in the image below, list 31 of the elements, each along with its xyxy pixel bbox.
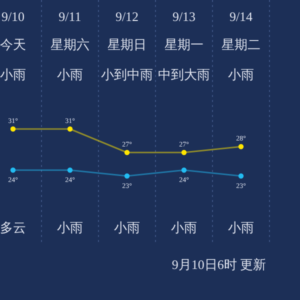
text: 今天 [0,37,26,52]
text: 多云 [0,220,26,235]
text: 星期二 [222,37,260,52]
x-tick-label: 9/11 [58,9,82,24]
text: 小雨 [171,220,197,235]
point [238,173,244,179]
text: 星期六 [50,37,90,52]
point [181,150,187,156]
text: 小雨 [228,220,254,235]
x-tick-label: 9/12 [115,9,139,24]
point [124,173,130,179]
point [181,168,187,173]
text: 9月10日6时 更新 [172,257,266,272]
text: 星期日 [108,37,146,52]
point [238,144,244,150]
text: 小雨 [0,67,26,82]
text: 小到中雨 [101,67,153,82]
text: 星期一 [164,37,204,52]
text: 小雨 [114,220,140,235]
point [10,168,16,173]
x-tick-label: 9/10 [1,9,25,24]
text: 中到大雨 [158,67,210,82]
x-tick-label: 9/14 [229,9,254,24]
text: 小雨 [57,67,83,82]
x-tick-label: 9/13 [172,9,196,24]
point [67,168,73,173]
text: 小雨 [228,67,254,82]
point [67,126,73,132]
text: 小雨 [57,220,83,235]
point [124,150,130,156]
point [10,126,16,132]
